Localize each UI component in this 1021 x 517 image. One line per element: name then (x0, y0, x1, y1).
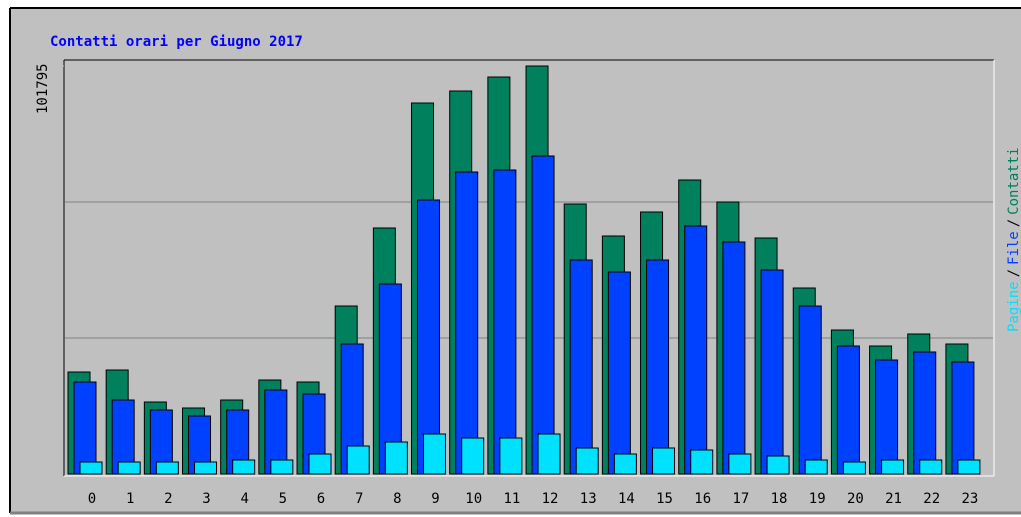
bar (270, 459, 294, 475)
bar (919, 459, 943, 475)
bar (798, 305, 822, 475)
bar (760, 269, 784, 475)
chart-title: Contatti orari per Giugno 2017 (50, 34, 303, 50)
legend-entry: Contatti (1006, 147, 1021, 214)
bar (646, 259, 670, 475)
x-tick-label: 19 (809, 491, 826, 507)
bar (652, 447, 676, 475)
x-tick-label: 22 (923, 491, 940, 507)
x-tick-label: 16 (694, 491, 711, 507)
x-tick-label: 21 (885, 491, 902, 507)
x-tick-label: 3 (202, 491, 210, 507)
bar (79, 461, 103, 475)
bar (881, 459, 905, 475)
bar (194, 461, 218, 475)
bar (117, 461, 141, 475)
bar (531, 155, 555, 475)
bar (728, 453, 752, 475)
bar (575, 447, 599, 475)
bar (455, 171, 479, 475)
bar (607, 271, 631, 475)
bar (461, 437, 485, 475)
legend-entry: File (1006, 231, 1021, 265)
bar (836, 345, 860, 475)
x-tick-label: 18 (771, 491, 788, 507)
bar (951, 361, 975, 475)
bar (499, 437, 523, 475)
bar (308, 453, 332, 475)
x-tick-label: 15 (656, 491, 673, 507)
bar (423, 433, 447, 475)
bar (569, 259, 593, 475)
bar (842, 461, 866, 475)
bar (155, 461, 179, 475)
legend-separator: / (1006, 219, 1021, 227)
bar (493, 169, 517, 475)
bar (346, 445, 370, 475)
bar (684, 225, 708, 475)
x-tick-label: 2 (164, 491, 172, 507)
bar (384, 441, 408, 475)
x-tick-label: 10 (465, 491, 482, 507)
bar (73, 381, 97, 475)
legend-entry: Pagine (1006, 281, 1021, 332)
x-tick-label: 1 (126, 491, 134, 507)
x-tick-label: 12 (542, 491, 559, 507)
bar (613, 453, 637, 475)
bar (804, 459, 828, 475)
x-tick-label: 23 (961, 491, 978, 507)
bar (537, 433, 561, 475)
x-tick-label: 13 (580, 491, 597, 507)
x-tick-label: 5 (279, 491, 287, 507)
bar (957, 459, 981, 475)
bar (690, 449, 714, 475)
y-tick-label: 101795 (35, 63, 51, 114)
x-tick-label: 14 (618, 491, 635, 507)
x-tick-label: 4 (240, 491, 248, 507)
legend: Pagine / File / Contatti (1006, 147, 1021, 332)
bar (722, 241, 746, 475)
bar (766, 455, 790, 475)
x-tick-label: 7 (355, 491, 363, 507)
x-tick-label: 11 (503, 491, 520, 507)
x-tick-label: 20 (847, 491, 864, 507)
legend-separator: / (1006, 269, 1021, 277)
bar (232, 459, 256, 475)
x-tick-label: 17 (732, 491, 749, 507)
x-tick-label: 9 (431, 491, 439, 507)
bar (875, 359, 899, 475)
bar (417, 199, 441, 475)
x-tick-label: 0 (88, 491, 96, 507)
bar (913, 351, 937, 475)
x-tick-label: 6 (317, 491, 325, 507)
x-tick-label: 8 (393, 491, 401, 507)
